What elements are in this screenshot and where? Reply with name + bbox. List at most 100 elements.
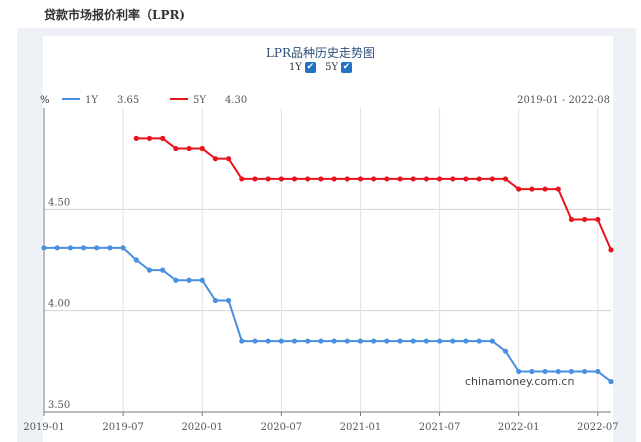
y-tick-label: 3.50	[48, 400, 70, 411]
x-tick-labels: 2019-01 2019-07 2020-01 2020-07 2021-01 2021-…	[23, 422, 618, 433]
data-point-5y	[252, 176, 258, 182]
data-point-1y	[160, 267, 166, 273]
data-point-1y	[529, 368, 535, 375]
data-point-1y	[555, 368, 561, 375]
data-point-1y	[410, 338, 416, 344]
toggle-1y-label: 1Y	[288, 62, 302, 73]
data-point-1y	[608, 379, 614, 385]
data-point-5y	[555, 186, 561, 192]
series-lines	[44, 137, 612, 383]
toggle-1y-checkbox[interactable]: ✔	[304, 62, 316, 73]
data-point-5y	[410, 176, 416, 182]
data-point-1y	[41, 245, 47, 251]
data-point-5y	[476, 176, 482, 182]
x-tick-label: 2022-07	[577, 422, 619, 433]
data-point-5y	[371, 176, 377, 182]
data-point-1y	[476, 338, 482, 344]
data-point-5y	[278, 176, 284, 182]
date-range: 2019-01 - 2022-08	[517, 95, 610, 106]
data-point-1y	[133, 257, 139, 263]
data-point-5y	[226, 156, 232, 162]
data-point-5y	[542, 186, 548, 192]
data-point-1y	[568, 368, 575, 375]
data-point-1y	[489, 338, 495, 344]
data-point-1y	[582, 368, 588, 375]
legend[interactable]: 1Y 3.65 5Y 4.30	[62, 95, 247, 106]
legend-name-5y: 5Y	[193, 95, 206, 106]
data-point-1y	[291, 338, 298, 344]
toggle-1y[interactable]: 1Y ✔	[289, 62, 316, 73]
data-point-5y	[173, 145, 179, 152]
data-point-5y	[265, 176, 271, 182]
data-point-1y	[502, 348, 509, 354]
watermark: chinamoney.com.cn	[465, 375, 574, 388]
data-point-5y	[397, 176, 403, 182]
data-point-1y	[239, 338, 245, 344]
unit-label: %	[40, 95, 50, 106]
data-point-1y	[463, 338, 469, 344]
data-point-1y	[265, 338, 271, 344]
data-point-5y	[502, 176, 509, 182]
data-point-5y	[436, 176, 443, 182]
data-point-5y	[239, 176, 245, 182]
data-point-1y	[226, 297, 232, 304]
data-point-1y	[107, 245, 113, 251]
data-point-1y	[278, 338, 284, 344]
data-point-1y	[54, 245, 60, 251]
data-point-1y	[305, 338, 311, 344]
data-point-1y	[397, 338, 403, 344]
data-point-1y	[80, 245, 87, 251]
grid	[43, 108, 611, 413]
data-point-1y	[318, 338, 324, 344]
data-point-1y	[94, 245, 100, 251]
data-point-5y	[199, 145, 205, 152]
data-point-5y	[529, 186, 535, 192]
x-tick-label: 2020-07	[261, 422, 303, 433]
page-title: 贷款市场报价利率（LPR)	[44, 8, 186, 22]
data-point-5y	[357, 176, 364, 182]
data-point-5y	[291, 176, 298, 182]
legend-name-1y: 1Y	[85, 95, 98, 106]
data-point-1y	[212, 297, 219, 304]
toggle-5y-checkbox[interactable]: ✔	[341, 62, 353, 73]
x-tick-label: 2020-01	[181, 422, 223, 433]
x-tick-label: 2022-01	[498, 422, 540, 433]
data-point-1y	[252, 338, 258, 344]
data-point-1y	[595, 368, 601, 375]
data-point-1y	[173, 277, 179, 283]
data-point-1y	[423, 338, 429, 344]
axes	[43, 108, 611, 416]
data-point-5y	[463, 176, 469, 182]
data-point-5y	[305, 176, 311, 182]
data-point-5y	[133, 135, 139, 141]
data-point-1y	[450, 338, 456, 344]
data-point-5y	[344, 176, 350, 182]
x-tick-label: 2021-01	[340, 422, 382, 433]
data-point-1y	[542, 368, 548, 375]
data-point-5y	[516, 186, 522, 192]
data-point-1y	[146, 267, 153, 273]
data-point-5y	[568, 216, 575, 223]
data-point-1y	[371, 338, 377, 344]
data-point-1y	[67, 245, 73, 251]
toggle-5y[interactable]: 5Y ✔	[325, 62, 353, 73]
y-tick-label: 4.00	[48, 299, 70, 310]
x-tick-label: 2019-07	[102, 422, 144, 433]
data-point-5y	[423, 176, 429, 182]
series-toggles: 1Y ✔ 5Y ✔	[0, 62, 641, 73]
x-tick-label: 2021-07	[419, 422, 461, 433]
series-line-1y	[44, 246, 612, 383]
data-point-1y	[436, 338, 443, 344]
data-point-1y	[331, 338, 337, 344]
data-point-1y	[516, 368, 522, 375]
data-point-5y	[489, 176, 495, 182]
y-tick-label: 4.50	[48, 197, 70, 208]
data-point-1y	[357, 338, 364, 344]
series-line-5y	[136, 137, 612, 251]
data-point-1y	[199, 277, 205, 283]
data-point-5y	[318, 176, 324, 182]
data-point-1y	[186, 277, 192, 283]
data-point-5y	[582, 216, 588, 223]
data-point-5y	[160, 135, 166, 141]
